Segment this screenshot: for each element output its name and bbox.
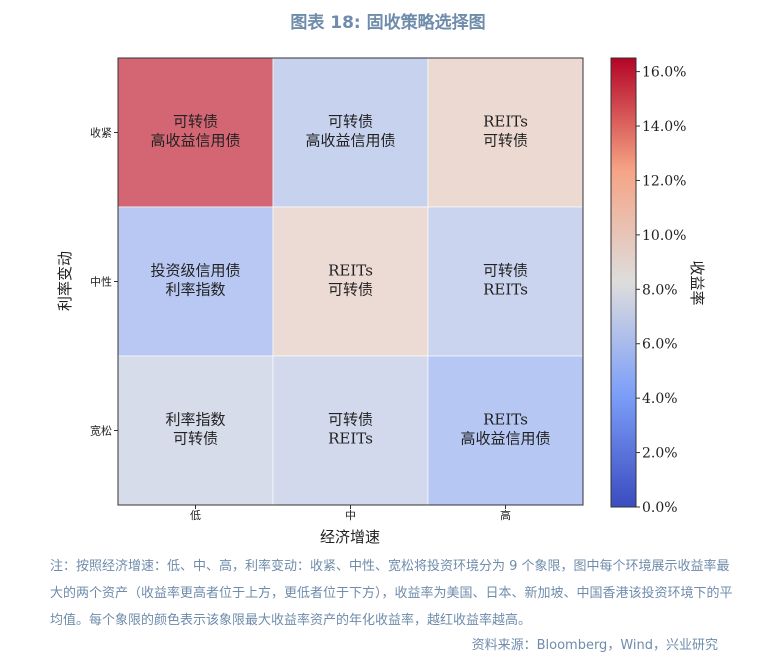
- cell-label: REITs: [328, 430, 373, 448]
- cell-label: 可转债: [328, 411, 373, 429]
- colorbar-tick-label: 10.0%: [642, 228, 686, 244]
- colorbar: [610, 57, 637, 508]
- colorbar-tick-label: 8.0%: [642, 282, 678, 298]
- heatmap-cell: [117, 206, 274, 357]
- heatmap-cell: [427, 57, 584, 208]
- cell-label: 高收益信用债: [150, 132, 240, 150]
- cell-label: 可转债: [173, 430, 218, 448]
- cell-label: 高收益信用债: [305, 132, 395, 150]
- cell-label: 可转债: [483, 132, 528, 150]
- colorbar-tick-label: 14.0%: [642, 119, 686, 135]
- x-tick-label: 中: [345, 509, 356, 522]
- colorbar-tick-label: 6.0%: [642, 337, 678, 353]
- source-note: 资料来源：Bloomberg，Wind，兴业研究: [471, 638, 718, 653]
- cell-label: 投资级信用债: [150, 262, 240, 280]
- heatmap-cell: [272, 57, 429, 208]
- x-axis-label: 经济增速: [320, 528, 380, 546]
- cell-label: 利率指数: [165, 411, 225, 429]
- x-tick-label: 低: [190, 509, 201, 522]
- footnote: 注：按照经济增速：低、中、高，利率变动：收紧、中性、宽松将投资环境分为 9 个象…: [50, 559, 733, 628]
- cell-label: 可转债: [328, 281, 373, 299]
- cell-label: 可转债: [483, 262, 528, 280]
- colorbar-tick-label: 0.0%: [642, 500, 678, 516]
- y-tick-label: 宽松: [90, 424, 112, 438]
- colorbar-ticks: 0.0% 2.0% 4.0% 6.0% 8.0% 10.0% 12.0% 14.0% 16.0%: [636, 65, 686, 516]
- cell-label: REITs: [483, 411, 528, 429]
- x-tick-label: 高: [500, 508, 511, 522]
- cell-label: 可转债: [173, 113, 218, 131]
- cell-label: 高收益信用债: [460, 430, 550, 448]
- colorbar-label: 收益率: [688, 260, 706, 305]
- colorbar-tick-label: 16.0%: [642, 65, 686, 81]
- cell-label: 利率指数: [165, 281, 225, 299]
- colorbar-tick-label: 4.0%: [642, 391, 678, 407]
- y-axis-label: 利率变动: [56, 251, 74, 311]
- heatmap-cell: [272, 206, 429, 357]
- cell-label: REITs: [483, 281, 528, 299]
- y-tick-label: 收紧: [90, 126, 112, 140]
- x-axis: 低中高: [190, 505, 511, 522]
- heatmap-cell: [117, 355, 274, 506]
- y-tick-label: 中性: [90, 275, 112, 289]
- colorbar-tick-label: 2.0%: [642, 446, 678, 462]
- heatmap-cell: [427, 355, 584, 506]
- heatmap-cell: [427, 206, 584, 357]
- chart-title: 图表 18: 固收策略选择图: [290, 13, 486, 33]
- heatmap-cells: 可转债高收益信用债可转债高收益信用债REITs可转债投资级信用债利率指数REIT…: [117, 57, 584, 506]
- cell-label: REITs: [328, 262, 373, 280]
- cell-label: REITs: [483, 113, 528, 131]
- cell-label: 可转债: [328, 113, 373, 131]
- colorbar-tick-label: 12.0%: [642, 173, 686, 189]
- heatmap-cell: [272, 355, 429, 506]
